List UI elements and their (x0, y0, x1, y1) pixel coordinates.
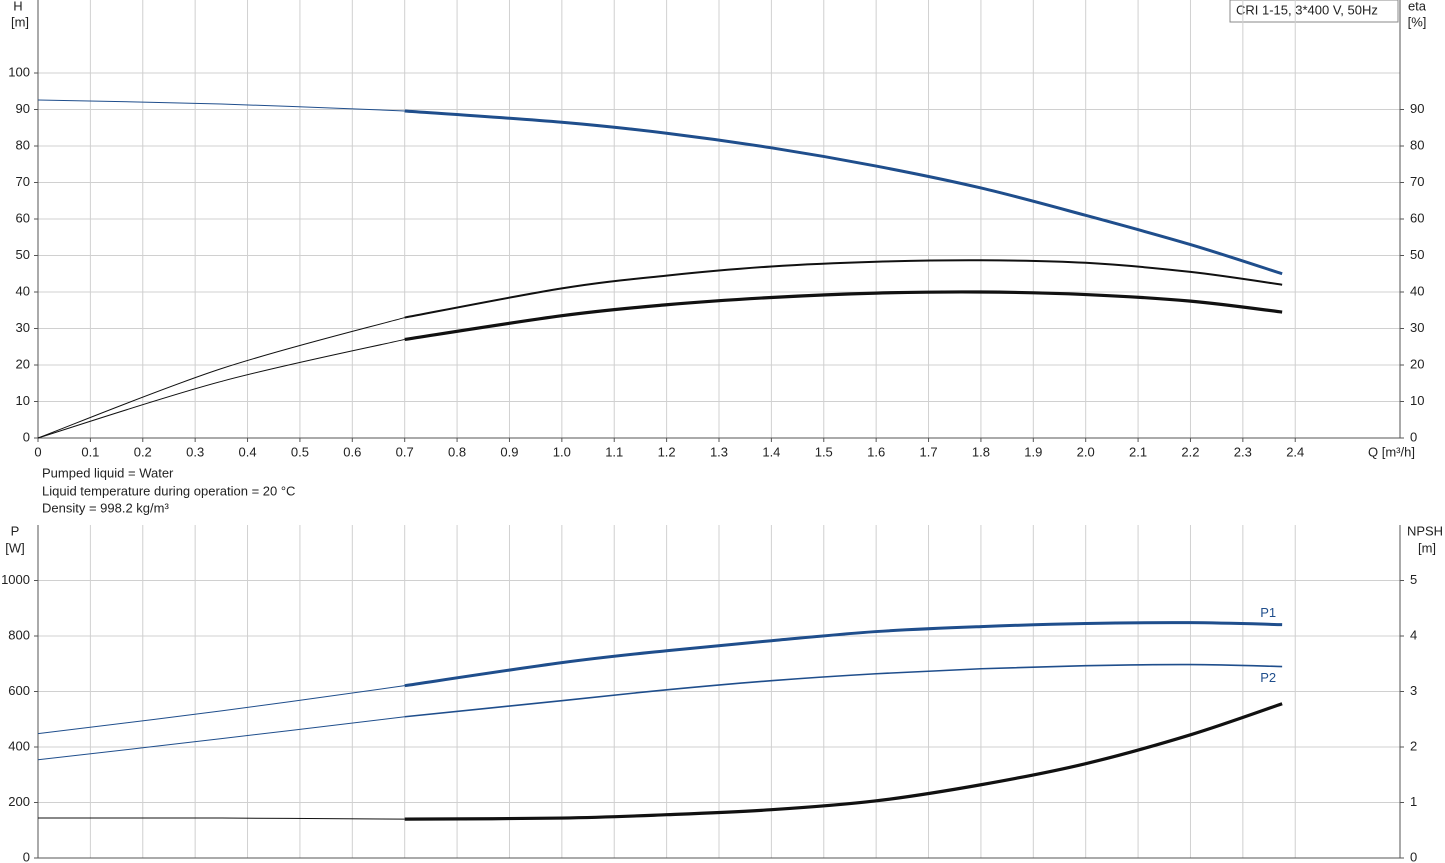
x-tick-label: 0.5 (291, 444, 309, 459)
x-tick-label: 0.8 (448, 444, 466, 459)
series-label: P2 (1260, 670, 1276, 685)
x-tick-label: 0 (34, 444, 41, 459)
x-tick-label: 1.5 (815, 444, 833, 459)
y2-axis-label: [%] (1408, 14, 1427, 29)
y-tick-label: 90 (16, 101, 30, 116)
y-tick-label: 600 (8, 683, 30, 698)
curve-extension (37, 99, 405, 112)
curve-extension (37, 317, 405, 439)
y-tick-label: 200 (8, 794, 30, 809)
y2-tick-label: 40 (1410, 283, 1424, 298)
curve (404, 109, 1283, 276)
y-tick-label: 0 (23, 429, 30, 444)
y2-tick-label: 4 (1410, 627, 1417, 642)
curve (404, 621, 1283, 688)
y2-tick-label: 60 (1410, 210, 1424, 225)
y2-axis-label: NPSH (1407, 523, 1443, 538)
y2-tick-label: 20 (1410, 356, 1424, 371)
y-tick-label: 10 (16, 393, 30, 408)
y-tick-label: 400 (8, 738, 30, 753)
x-tick-label: 2.0 (1077, 444, 1095, 459)
x-tick-label: 0.1 (81, 444, 99, 459)
curve (404, 290, 1283, 342)
x-tick-label: 0.9 (500, 444, 518, 459)
y2-tick-label: 70 (1410, 174, 1424, 189)
curve-extension (37, 817, 405, 820)
y2-axis-label: [m] (1418, 540, 1436, 555)
series-label: P1 (1260, 605, 1276, 620)
chart-title: CRI 1-15, 3*400 V, 50Hz (1236, 2, 1378, 17)
x-tick-label: 1.2 (658, 444, 676, 459)
y-tick-label: 800 (8, 627, 30, 642)
y2-tick-label: 50 (1410, 247, 1424, 262)
x-tick-label: 2.4 (1286, 444, 1304, 459)
y-tick-label: 40 (16, 283, 30, 298)
y-tick-label: 60 (16, 210, 30, 225)
x-tick-label: 0.4 (238, 444, 256, 459)
y2-tick-label: 1 (1410, 794, 1417, 809)
x-tick-label: 1.4 (762, 444, 780, 459)
x-tick-label: 0.7 (396, 444, 414, 459)
y2-tick-label: 2 (1410, 738, 1417, 753)
curve (404, 702, 1283, 821)
y2-tick-label: 3 (1410, 683, 1417, 698)
y-tick-label: 1000 (1, 572, 30, 587)
y-tick-label: 50 (16, 247, 30, 262)
y-axis-label: [W] (5, 540, 25, 555)
y-axis-label: P (11, 523, 20, 538)
curve-extension (37, 716, 405, 761)
y2-tick-label: 10 (1410, 393, 1424, 408)
x-tick-label: 0.2 (134, 444, 152, 459)
note: Density = 998.2 kg/m³ (42, 500, 169, 515)
y2-axis-label: eta (1408, 0, 1427, 13)
y-tick-label: 20 (16, 356, 30, 371)
y2-tick-label: 0 (1410, 429, 1417, 444)
x-tick-label: 1.1 (605, 444, 623, 459)
x-tick-label: 1.0 (553, 444, 571, 459)
x-tick-label: 1.8 (972, 444, 990, 459)
y2-tick-label: 90 (1410, 101, 1424, 116)
x-tick-label: 1.6 (867, 444, 885, 459)
x-axis-label: Q [m³/h] (1368, 444, 1415, 459)
curve (404, 663, 1283, 718)
curve-extension (37, 338, 405, 439)
y2-tick-label: 0 (1410, 849, 1417, 863)
x-tick-label: 0.3 (186, 444, 204, 459)
x-tick-label: 2.2 (1181, 444, 1199, 459)
y2-tick-label: 80 (1410, 137, 1424, 152)
note: Liquid temperature during operation = 20… (42, 483, 295, 498)
x-tick-label: 2.3 (1234, 444, 1252, 459)
y2-tick-label: 30 (1410, 320, 1424, 335)
y-axis-label: [m] (11, 14, 29, 29)
curve-extension (37, 685, 405, 735)
y-tick-label: 70 (16, 174, 30, 189)
title-box (1229, 0, 1399, 23)
x-tick-label: 0.6 (343, 444, 361, 459)
x-tick-label: 1.7 (919, 444, 937, 459)
y-tick-label: 100 (8, 64, 30, 79)
y-tick-label: 30 (16, 320, 30, 335)
y2-tick-label: 5 (1410, 572, 1417, 587)
curve (404, 259, 1283, 319)
note: Pumped liquid = Water (42, 465, 174, 480)
x-tick-label: 1.9 (1024, 444, 1042, 459)
y-axis-label: H (13, 0, 22, 13)
x-tick-label: 1.3 (710, 444, 728, 459)
x-tick-label: 2.1 (1129, 444, 1147, 459)
y-tick-label: 80 (16, 137, 30, 152)
y-tick-label: 0 (23, 849, 30, 863)
